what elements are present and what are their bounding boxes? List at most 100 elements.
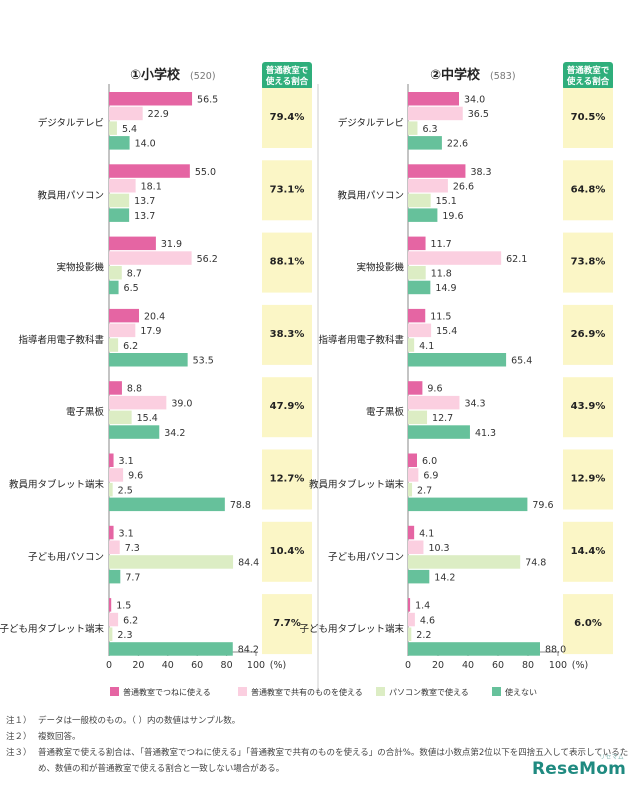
panel-1-share-box (262, 88, 312, 148)
panel-2-bar-value-label: 36.5 (468, 109, 489, 120)
panel-2-bar-value-label: 19.6 (442, 211, 463, 222)
panel-1-bar-value-label: 9.6 (128, 471, 143, 482)
panel-2-bar-value-label: 6.9 (423, 471, 438, 482)
panel-2-x-tick-label: 0 (405, 660, 411, 671)
panel-1-bar-value-label: 3.1 (119, 456, 134, 467)
panel-2-bar (408, 482, 413, 497)
panel-1-share-value: 10.4% (270, 546, 305, 557)
panel-1-x-tick-label: 40 (162, 660, 174, 671)
panel-2-x-tick-label: 40 (462, 660, 474, 671)
panel-2-share-value: 43.9% (571, 401, 606, 412)
legend-label: 普通教室で共有のものを使える (251, 687, 363, 697)
panel-2-x-tick-label: 100 (549, 660, 567, 671)
panel-1-x-tick-label: 80 (221, 660, 233, 671)
legend-label: 普通教室でつねに使える (123, 687, 211, 697)
panel-1-bar-value-label: 8.7 (127, 269, 142, 280)
panel-1-bar (109, 323, 136, 338)
panel-2-bar-value-label: 2.7 (417, 485, 432, 496)
panel-2-bar-value-label: 22.6 (447, 139, 468, 150)
note-1-text: データは一般校のもの。（ ）内の数値はサンプル数。 (38, 716, 241, 726)
panel-1-share-value: 79.4% (270, 112, 305, 123)
panel-2-bar (408, 525, 415, 540)
panel-1-bar-value-label: 18.1 (141, 182, 162, 193)
panel-2-bar (408, 236, 426, 251)
panel-2-share-box (563, 377, 613, 438)
panel-2-bar-value-label: 4.6 (420, 615, 435, 626)
panel-2-share-value: 6.0% (574, 618, 602, 629)
panel-1-bar-value-label: 8.8 (127, 384, 142, 395)
panel-2-share-box (563, 232, 613, 293)
panel-1-bar (109, 338, 119, 352)
panel-1-bar-value-label: 7.7 (125, 572, 140, 583)
panel-2-bar (408, 410, 428, 425)
panel-2-category-label: 子ども用パソコン (328, 552, 404, 563)
panel-1-bar-value-label: 56.5 (197, 95, 218, 106)
note-3-key: 注３） (6, 748, 32, 758)
panel-2-bar-value-label: 1.4 (415, 601, 430, 612)
note-2: 注２） 複数回答。 (6, 729, 634, 745)
panel-2-bar-value-label: 6.3 (422, 124, 437, 135)
panel-2-bar-value-label: 65.4 (511, 356, 532, 367)
brand-name: ReseMom (532, 759, 626, 779)
panel-1-share-value: 73.1% (270, 184, 305, 195)
panel-1-bar-value-label: 22.9 (148, 109, 169, 120)
panel-1-bar (109, 569, 121, 584)
panel-1-bar-value-label: 84.4 (238, 558, 259, 569)
panel-1-bar-value-label: 1.5 (116, 601, 131, 612)
panel-2-share-box (563, 449, 613, 510)
panel-2-bar (408, 92, 459, 106)
panel-1-x-unit: (%) (270, 660, 286, 671)
legend-swatch (376, 687, 385, 696)
panel-2-title: ②中学校 (430, 67, 481, 83)
panel-2-category-label: デジタルテレビ (338, 117, 404, 129)
panel-1-x-tick-label: 100 (247, 660, 265, 671)
panel-1-share-value: 38.3% (270, 329, 305, 340)
panel-2-bar (408, 395, 460, 410)
panel-1-bar-value-label: 2.5 (118, 485, 133, 496)
legend-swatch (238, 687, 247, 696)
panel-2-category-label: 実物投影機 (356, 262, 404, 274)
panel-2-bar-value-label: 14.2 (434, 572, 455, 583)
panel-2-category-label: 教員用タブレット端末 (309, 479, 405, 491)
panel-2-bar-value-label: 2.2 (416, 630, 431, 641)
panel-2-bar-value-label: 4.1 (419, 528, 434, 539)
panel-2-category-label: 電子黒板 (366, 406, 405, 418)
panel-2-bar-value-label: 34.0 (464, 95, 485, 106)
panel-1-share-header-line: 普通教室で (266, 65, 309, 76)
panel-2-bar-value-label: 62.1 (506, 254, 527, 265)
panel-2-bar (408, 353, 507, 367)
panel-2-share-header-line: 使える割合 (566, 76, 610, 87)
panel-2-bar (408, 497, 528, 512)
panel-1-x-tick-label: 0 (106, 660, 112, 671)
legend-label: 使えない (505, 687, 537, 697)
panel-2-bar (408, 164, 466, 178)
panel-1-share-value: 7.7% (273, 618, 301, 629)
panel-1-bar (109, 453, 114, 467)
panel-2-bar (408, 425, 470, 439)
panel-1-bar-value-label: 14.0 (135, 139, 156, 150)
panel-2-share-value: 73.8% (571, 257, 606, 268)
panel-2-bar (408, 280, 431, 295)
note-2-text: 複数回答。 (38, 732, 81, 742)
panel-2-share-value: 12.9% (571, 474, 606, 485)
panel-2-bar (408, 266, 426, 280)
panel-1-share-box (262, 521, 312, 582)
panel-1-bar (109, 381, 122, 395)
panel-2-bar (408, 642, 540, 656)
panel-2-bar (408, 612, 415, 627)
panel-2-bar-value-label: 41.3 (475, 428, 496, 439)
panel-1-bar-value-label: 2.3 (117, 630, 132, 641)
panel-2-share-box (563, 88, 613, 148)
panel-2-share-header-line: 普通教室で (567, 65, 610, 76)
panel-1-bar-value-label: 20.4 (144, 311, 165, 322)
panel-2-bar (408, 453, 417, 467)
panel-1-bar (109, 598, 112, 612)
panel-1-bar (109, 410, 132, 425)
panel-2-bar (408, 251, 502, 265)
panel-1-bar-value-label: 78.8 (230, 500, 251, 511)
note-2-key: 注２） (6, 732, 32, 742)
panel-1-bar-value-label: 6.2 (123, 615, 138, 626)
panel-2-x-tick-label: 20 (432, 660, 444, 671)
panel-1-x-tick-label: 20 (132, 660, 144, 671)
panel-1-bar-value-label: 84.2 (238, 645, 259, 656)
